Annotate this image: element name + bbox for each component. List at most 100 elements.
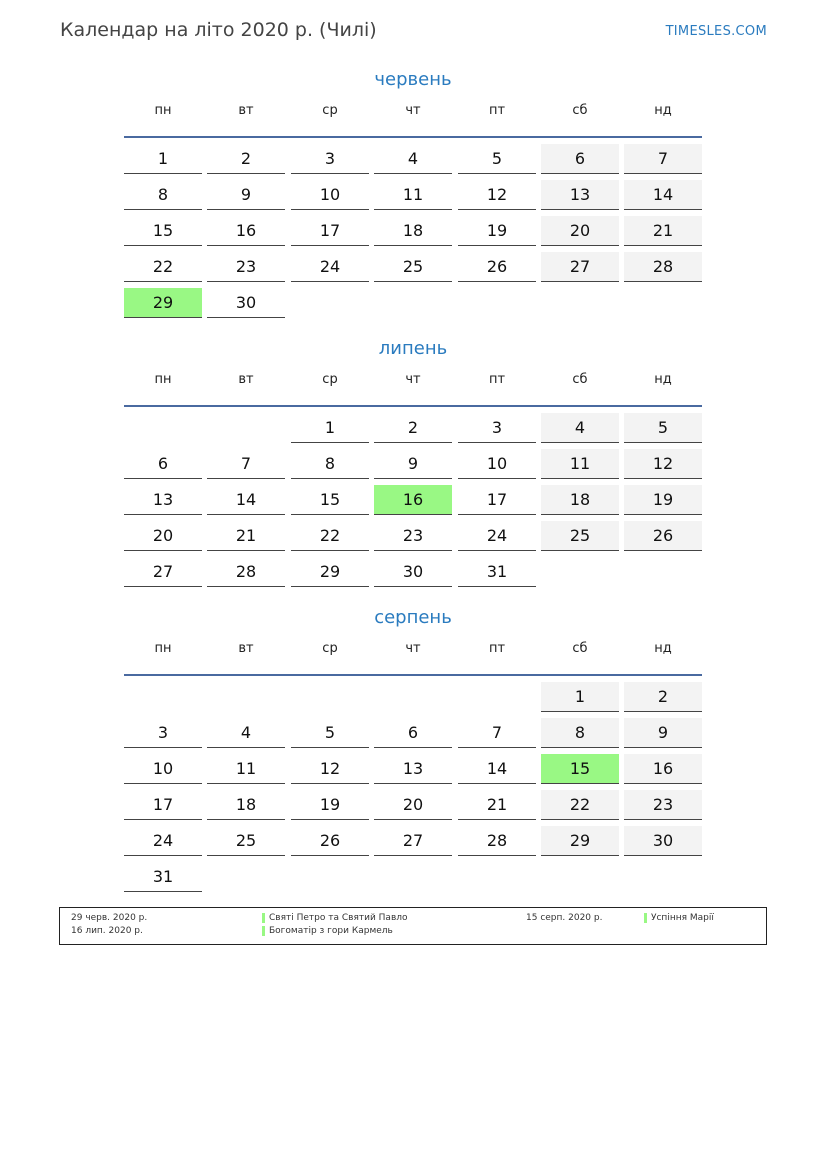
day-cell: 3 [458, 413, 536, 443]
day-cell: 2 [207, 144, 285, 174]
day-cell: 18 [207, 790, 285, 820]
day-cell: 14 [207, 485, 285, 515]
legend-holiday: Успіння Марії [644, 913, 714, 923]
month-name: червень [374, 69, 452, 90]
day-cell: 10 [291, 180, 369, 210]
weekday-header: пт [488, 103, 506, 118]
weekday-header: сб [572, 641, 588, 656]
header-rule [124, 136, 702, 138]
day-cell: 21 [624, 216, 702, 246]
day-cell: 22 [541, 790, 619, 820]
holiday-legend: 29 черв. 2020 р. Святі Петро та Святий П… [59, 907, 767, 945]
day-cell: 27 [541, 252, 619, 282]
day-cell: 27 [374, 826, 452, 856]
day-cell: 18 [374, 216, 452, 246]
day-cell: 21 [458, 790, 536, 820]
day-cell: 10 [458, 449, 536, 479]
day-cell: 13 [374, 754, 452, 784]
day-cell: 3 [124, 718, 202, 748]
weekday-header: пн [154, 372, 172, 387]
day-cell: 23 [374, 521, 452, 551]
weekday-header: чт [405, 372, 421, 387]
day-cell: 2 [374, 413, 452, 443]
day-cell: 19 [458, 216, 536, 246]
day-cell: 11 [207, 754, 285, 784]
day-cell: 26 [458, 252, 536, 282]
site-link[interactable]: TIMESLES.COM [665, 24, 767, 39]
day-cell: 28 [624, 252, 702, 282]
day-cell: 15 [124, 216, 202, 246]
weekday-header: вт [238, 641, 254, 656]
day-cell: 20 [124, 521, 202, 551]
weekday-header: сб [572, 372, 588, 387]
day-cell: 2 [624, 682, 702, 712]
weekday-header: ср [322, 641, 338, 656]
day-cell: 7 [624, 144, 702, 174]
day-cell: 1 [124, 144, 202, 174]
day-cell: 31 [124, 862, 202, 892]
day-cell: 14 [458, 754, 536, 784]
day-cell: 17 [291, 216, 369, 246]
day-cell: 9 [374, 449, 452, 479]
weekday-header: пт [488, 641, 506, 656]
day-cell: 25 [207, 826, 285, 856]
holiday-day-cell: 29 [124, 288, 202, 318]
day-cell: 27 [124, 557, 202, 587]
weekday-header: сб [572, 103, 588, 118]
weekday-header: чт [405, 641, 421, 656]
day-cell: 18 [541, 485, 619, 515]
weekday-header: пн [154, 103, 172, 118]
day-cell: 30 [624, 826, 702, 856]
legend-date: 29 черв. 2020 р. [71, 913, 148, 923]
day-cell: 28 [458, 826, 536, 856]
holiday-day-cell: 15 [541, 754, 619, 784]
day-cell: 6 [541, 144, 619, 174]
weekday-header: вт [238, 372, 254, 387]
day-cell: 29 [541, 826, 619, 856]
day-cell: 11 [541, 449, 619, 479]
weekday-header: вт [238, 103, 254, 118]
day-cell: 31 [458, 557, 536, 587]
day-cell: 22 [291, 521, 369, 551]
day-cell: 1 [291, 413, 369, 443]
day-cell: 17 [458, 485, 536, 515]
day-cell: 10 [124, 754, 202, 784]
day-cell: 16 [207, 216, 285, 246]
weekday-header: ср [322, 372, 338, 387]
day-cell: 21 [207, 521, 285, 551]
day-cell: 23 [207, 252, 285, 282]
day-cell: 24 [124, 826, 202, 856]
holiday-day-cell: 16 [374, 485, 452, 515]
day-cell: 7 [207, 449, 285, 479]
day-cell: 4 [207, 718, 285, 748]
day-cell: 23 [624, 790, 702, 820]
header-rule [124, 405, 702, 407]
day-cell: 19 [291, 790, 369, 820]
legend-holiday: Богоматір з гори Кармель [262, 926, 393, 936]
day-cell: 19 [624, 485, 702, 515]
day-cell: 1 [541, 682, 619, 712]
day-cell: 24 [458, 521, 536, 551]
day-cell: 20 [374, 790, 452, 820]
day-cell: 5 [624, 413, 702, 443]
day-cell: 7 [458, 718, 536, 748]
legend-date: 16 лип. 2020 р. [71, 926, 143, 936]
legend-date: 15 серп. 2020 р. [526, 913, 603, 923]
day-cell: 5 [291, 718, 369, 748]
day-cell: 8 [291, 449, 369, 479]
day-cell: 13 [124, 485, 202, 515]
day-cell: 9 [207, 180, 285, 210]
day-cell: 20 [541, 216, 619, 246]
day-cell: 5 [458, 144, 536, 174]
day-cell: 24 [291, 252, 369, 282]
day-cell: 6 [374, 718, 452, 748]
day-cell: 22 [124, 252, 202, 282]
weekday-header: ср [322, 103, 338, 118]
day-cell: 12 [291, 754, 369, 784]
day-cell: 4 [374, 144, 452, 174]
month-name: липень [378, 338, 448, 359]
day-cell: 12 [624, 449, 702, 479]
day-cell: 17 [124, 790, 202, 820]
day-cell: 26 [624, 521, 702, 551]
weekday-header: пт [488, 372, 506, 387]
